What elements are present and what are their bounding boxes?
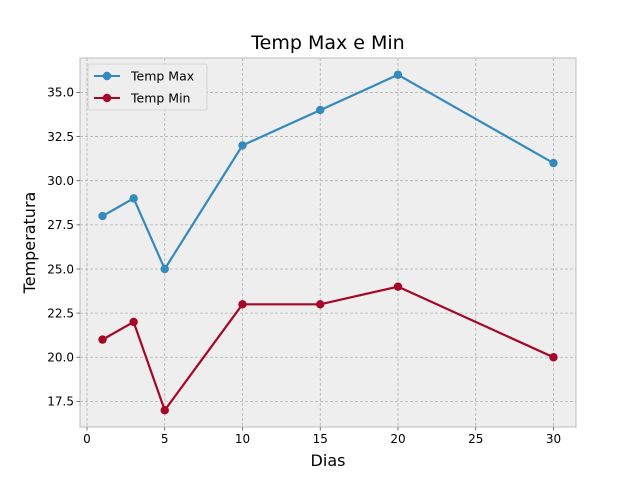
y-tick-label: 20.0 (47, 351, 74, 365)
legend: Temp Max Temp Min (87, 63, 208, 111)
y-axis-ticks: 17.5 20.0 22.5 25.0 27.5 30.0 32.5 35.0 (47, 86, 80, 409)
data-point-temp-max (160, 264, 169, 274)
x-tick-label: 10 (235, 432, 250, 446)
x-tick-label: 20 (390, 432, 405, 446)
legend-label-temp-min: Temp Min (130, 91, 190, 106)
data-point-temp-min (393, 282, 403, 291)
x-axis-title: Dias (311, 451, 346, 470)
x-tick-label: 15 (313, 432, 328, 446)
y-tick-label: 32.5 (47, 130, 74, 144)
y-tick-label: 22.5 (47, 306, 74, 320)
data-point-temp-max (316, 105, 325, 115)
data-point-temp-min (98, 335, 107, 344)
y-tick-label: 35.0 (47, 86, 74, 100)
legend-marker-temp-max (102, 71, 112, 81)
data-point-temp-max (393, 70, 403, 79)
y-tick-label: 30.0 (47, 174, 74, 188)
data-point-temp-min (316, 300, 325, 309)
x-tick-label: 0 (83, 432, 91, 446)
data-point-temp-min (160, 406, 169, 415)
data-point-temp-max (129, 194, 138, 203)
data-point-temp-max (238, 141, 247, 150)
plot-frame (79, 57, 577, 428)
plot-background (80, 58, 576, 427)
data-point-temp-max (98, 211, 107, 221)
legend-label-temp-max: Temp Max (130, 69, 194, 84)
data-point-temp-min (549, 353, 558, 362)
x-tick-label: 5 (161, 432, 169, 446)
x-tick-label: 30 (546, 432, 561, 446)
y-tick-label: 17.5 (47, 395, 74, 409)
series (98, 70, 558, 415)
y-tick-label: 27.5 (47, 218, 74, 232)
y-tick-label: 25.0 (47, 262, 74, 276)
x-axis-ticks: 0 5 10 15 20 25 30 (83, 427, 561, 446)
data-point-temp-max (549, 158, 558, 168)
data-point-temp-min (129, 317, 138, 327)
grid (80, 58, 576, 427)
x-tick-label: 25 (468, 432, 483, 446)
y-axis-title: Temperatura (20, 192, 39, 295)
data-point-temp-min (238, 300, 247, 309)
legend-marker-temp-min (102, 93, 112, 103)
chart-title: Temp Max e Min (250, 32, 404, 54)
